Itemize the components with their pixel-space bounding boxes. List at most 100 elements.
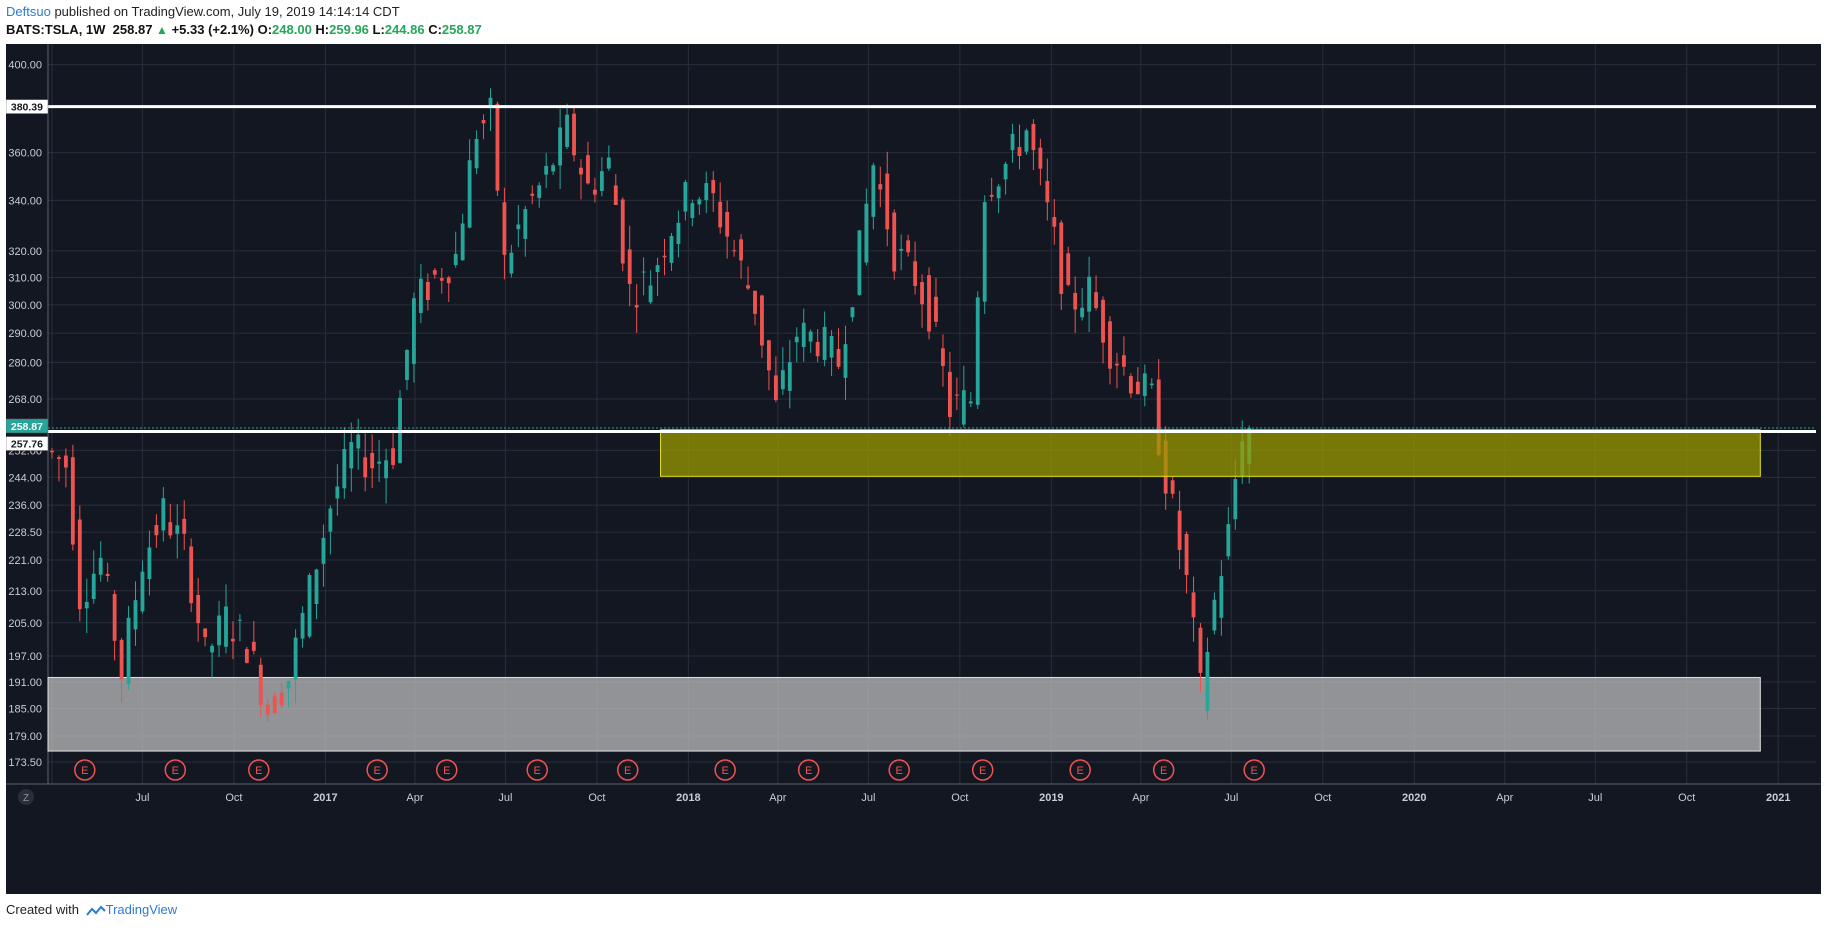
candle-body [481, 120, 486, 124]
publish-info: Deftsuo published on TradingView.com, Ju… [6, 3, 1816, 21]
candle-body [620, 199, 625, 264]
candle-body [1205, 651, 1210, 711]
candle-body [996, 186, 1001, 199]
candle-body [857, 230, 862, 296]
earnings-marker-label: E [721, 765, 728, 777]
candle-body [627, 249, 632, 284]
y-tick-label: 244.00 [8, 472, 42, 484]
earnings-marker-icon [435, 759, 458, 781]
candle-body [453, 253, 458, 266]
support-price-tag-bg [5, 436, 49, 451]
candle-body [711, 180, 716, 194]
candle-body [1080, 307, 1085, 318]
price-change: +5.33 (+2.1%) [171, 22, 254, 37]
candle-body [787, 362, 792, 391]
candle-body [91, 573, 96, 599]
y-tick-label: 268.00 [8, 394, 42, 406]
candle-body [1059, 222, 1064, 294]
candle-body [606, 157, 611, 169]
candle-body [50, 450, 54, 453]
price-chart[interactable]: 173.50 179.00 185.00 191.00 197.00 205.00 213.… [5, 44, 1821, 894]
candle-body [119, 639, 124, 680]
x-tick-label: 2018 [676, 792, 700, 804]
created-with-label: Created with [6, 902, 79, 917]
high-value: 259.96 [329, 22, 369, 37]
x-tick-label: Jul [861, 792, 875, 804]
candle-body [363, 457, 368, 478]
candle-body [516, 224, 521, 230]
candle-body [126, 617, 131, 685]
open-value: 248.00 [272, 22, 312, 37]
candle-body [328, 508, 333, 532]
earnings-marker-label: E [896, 765, 903, 777]
chart-canvas[interactable]: 173.50 179.00 185.00 191.00 197.00 205.00 213.… [5, 44, 1821, 894]
earnings-marker-label: E [534, 765, 541, 777]
candle-body [147, 547, 152, 580]
candle-body [105, 573, 110, 577]
zoom-reset-button [18, 789, 34, 805]
y-tick-label: 310.00 [8, 272, 42, 284]
x-tick-label: Apr [769, 792, 786, 804]
candle-body [467, 160, 472, 228]
earnings-marker-icon [1152, 759, 1175, 781]
y-tick-label: 280.00 [8, 357, 42, 369]
y-tick-label: 173.50 [8, 757, 42, 769]
candle-body [739, 239, 743, 261]
symbol-label[interactable]: BATS:TSLA, 1W [6, 22, 106, 37]
earnings-marker-icon [616, 759, 639, 781]
candle-body [954, 394, 959, 396]
candle-body [648, 285, 653, 303]
candle-body [941, 348, 945, 366]
candle-body [1156, 379, 1161, 455]
y-tick-label: 300.00 [8, 300, 42, 312]
earnings-marker-icon [1069, 759, 1091, 781]
earnings-marker-icon [248, 759, 270, 781]
candle-body [154, 525, 159, 536]
candle-body [808, 331, 813, 342]
candle-body [1045, 180, 1050, 203]
candle-body [1135, 381, 1140, 395]
earnings-marker-icon [366, 759, 388, 781]
candle-body [1073, 292, 1078, 310]
candle-body [279, 692, 284, 706]
candle-body [780, 370, 785, 390]
x-tick-label: Oct [225, 792, 242, 804]
candle-body [1177, 510, 1182, 550]
candle-body [836, 348, 841, 367]
candle-body [850, 307, 855, 318]
author-link[interactable]: Deftsuo [6, 4, 51, 19]
tradingview-link[interactable]: TradingView [105, 902, 178, 917]
candle-body [662, 255, 667, 258]
candle-body [523, 209, 528, 239]
candle-body [189, 546, 194, 604]
candle-body [238, 619, 242, 621]
candle-body [140, 571, 145, 612]
candle-body [1212, 599, 1217, 631]
candle-body [57, 457, 61, 460]
y-tick-label: 228.50 [8, 527, 42, 539]
candle-body [878, 184, 883, 190]
candle-body [217, 615, 221, 646]
earnings-marker-label: E [1160, 765, 1167, 777]
candle-body [1017, 147, 1022, 156]
candle-body [1226, 524, 1231, 557]
close-label: C: [428, 22, 442, 37]
candle-body [530, 193, 535, 196]
candle-body [1149, 383, 1154, 386]
earnings-marker-label: E [81, 765, 88, 777]
candle-body [293, 637, 298, 680]
candle-body [1233, 479, 1238, 520]
candle-body [599, 171, 604, 191]
candle-body [161, 498, 166, 531]
earnings-marker-label: E [805, 765, 812, 777]
candle-body [370, 452, 375, 469]
x-tick-label: Jul [498, 792, 512, 804]
candle-body [934, 296, 938, 322]
candle-body [1038, 147, 1043, 169]
x-tick-label: 2017 [313, 792, 337, 804]
candle-body [502, 202, 507, 255]
y-tick-label: 360.00 [8, 148, 42, 160]
candle-body [342, 448, 347, 489]
last-price-tag: 258.87 [11, 421, 43, 433]
candle-body [871, 165, 876, 217]
